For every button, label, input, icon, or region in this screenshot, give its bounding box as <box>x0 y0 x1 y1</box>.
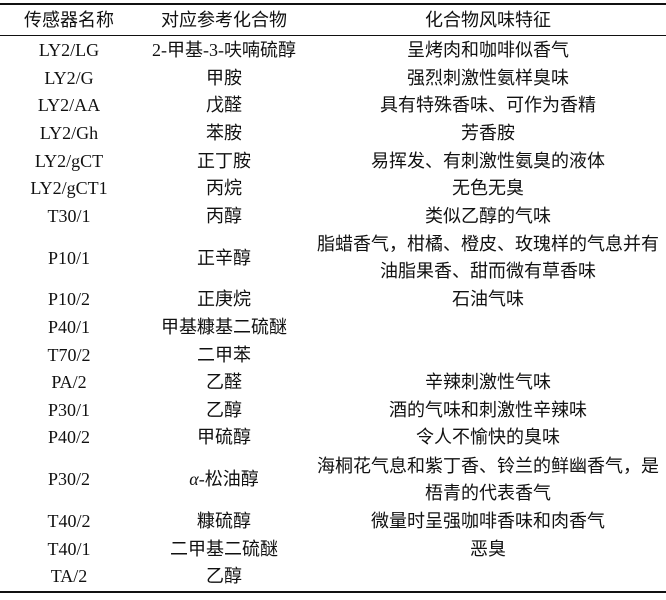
header-flavor-characteristics: 化合物风味特征 <box>425 9 551 30</box>
compound-cell: 丙烷 <box>206 178 242 199</box>
compound-cell: 戊醛 <box>206 95 242 116</box>
flavor-cell: 具有特殊香味、可作为香精 <box>380 95 596 116</box>
sensor-name-cell: T70/2 <box>47 344 91 365</box>
flavor-cell: 脂蜡香气，柑橘、橙皮、玫瑰样的气息并有油脂果香、甜而微有草香味 <box>317 234 659 282</box>
table-row: T40/2 糠硫醇 微量时呈强咖啡香味和肉香气 <box>0 508 666 536</box>
flavor-cell: 类似乙醇的气味 <box>425 205 551 226</box>
flavor-cell: 微量时呈强咖啡香味和肉香气 <box>371 511 605 532</box>
compound-cell: 正丁胺 <box>197 150 251 171</box>
sensor-name-cell: P10/2 <box>47 289 90 310</box>
table-row: LY2/G 甲胺 强烈刺激性氨样臭味 <box>0 65 666 93</box>
sensor-name-cell: P10/1 <box>47 247 90 268</box>
table-row: LY2/AA 戊醛 具有特殊香味、可作为香精 <box>0 92 666 120</box>
sensor-name-cell: T40/2 <box>47 511 91 532</box>
table-row: P10/1 正辛醇 脂蜡香气，柑橘、橙皮、玫瑰样的气息并有油脂果香、甜而微有草香味 <box>0 230 666 286</box>
table-row: LY2/LG 2-甲基-3-呋喃硫醇 呈烤肉和咖啡似香气 <box>0 36 666 65</box>
flavor-cell: 辛辣刺激性气味 <box>425 372 551 393</box>
compound-cell: 二甲苯 <box>197 344 251 365</box>
sensor-name-cell: PA/2 <box>51 372 87 393</box>
compound-cell: 甲胺 <box>206 67 242 88</box>
flavor-cell: 无色无臭 <box>452 178 524 199</box>
flavor-cell: 芳香胺 <box>461 123 515 144</box>
sensor-name-cell: LY2/LG <box>38 40 100 61</box>
table-row: P30/1 乙醇 酒的气味和刺激性辛辣味 <box>0 397 666 425</box>
table-row: LY2/Gh 苯胺 芳香胺 <box>0 120 666 148</box>
compound-cell: α-松油醇 <box>138 452 310 508</box>
sensor-name-cell: P40/1 <box>47 317 90 338</box>
table-row: TA/2 乙醇 <box>0 563 666 592</box>
table-row: P40/2 甲硫醇 令人不愉快的臭味 <box>0 424 666 452</box>
flavor-cell: 酒的气味和刺激性辛辣味 <box>389 399 587 420</box>
compound-cell: 正庚烷 <box>197 289 251 310</box>
flavor-cell <box>310 314 666 342</box>
sensor-name-cell: P30/2 <box>47 469 90 490</box>
sensor-name-cell: T30/1 <box>47 205 91 226</box>
sensor-name-cell: P30/1 <box>47 399 90 420</box>
sensor-name-cell: LY2/G <box>44 67 94 88</box>
flavor-cell: 强烈刺激性氨样臭味 <box>407 67 569 88</box>
flavor-cell: 恶臭 <box>470 538 506 559</box>
compound-cell: 二甲基二硫醚 <box>170 538 278 559</box>
header-reference-compound: 对应参考化合物 <box>161 9 287 30</box>
compound-cell: 丙醇 <box>206 205 242 226</box>
compound-cell: 甲硫醇 <box>197 427 251 448</box>
compound-cell: 糠硫醇 <box>197 511 251 532</box>
compound-cell: 甲基糠基二硫醚 <box>161 317 287 338</box>
table-row: P10/2 正庚烷 石油气味 <box>0 286 666 314</box>
table-row: P30/2 α-松油醇 海桐花气息和紫丁香、铃兰的鲜幽香气，是梧青的代表香气 <box>0 452 666 508</box>
flavor-cell <box>310 341 666 369</box>
compound-cell: 乙醛 <box>206 372 242 393</box>
header-sensor-name: 传感器名称 <box>24 9 114 30</box>
compound-cell: 乙醇 <box>206 566 242 587</box>
compound-cell: 乙醇 <box>206 399 242 420</box>
sensor-name-cell: T40/1 <box>47 538 91 559</box>
header-row: 传感器名称 对应参考化合物 化合物风味特征 <box>0 4 666 36</box>
compound-cell: 2-甲基-3-呋喃硫醇 <box>152 40 296 61</box>
compound-prefix: α <box>189 469 199 490</box>
table-row: T30/1 丙醇 类似乙醇的气味 <box>0 203 666 231</box>
table-row: LY2/gCT1 丙烷 无色无臭 <box>0 175 666 203</box>
sensor-name-cell: LY2/AA <box>37 95 101 116</box>
flavor-cell: 易挥发、有刺激性氨臭的液体 <box>371 150 605 171</box>
flavor-cell: 石油气味 <box>452 289 524 310</box>
sensor-name-cell: LY2/gCT1 <box>30 178 108 199</box>
table-row: P40/1 甲基糠基二硫醚 <box>0 314 666 342</box>
flavor-cell: 海桐花气息和紫丁香、铃兰的鲜幽香气，是梧青的代表香气 <box>317 455 659 503</box>
sensor-compound-table: 传感器名称 对应参考化合物 化合物风味特征 LY2/LG 2-甲基-3-呋喃硫醇 呈… <box>0 3 666 593</box>
sensor-name-cell: P40/2 <box>47 427 90 448</box>
table-row: T70/2 二甲苯 <box>0 341 666 369</box>
compound-cell: 苯胺 <box>206 123 242 144</box>
compound-name: -松油醇 <box>198 469 259 490</box>
compound-cell: 正辛醇 <box>197 247 251 268</box>
flavor-cell: 令人不愉快的臭味 <box>416 427 560 448</box>
table-row: T40/1 二甲基二硫醚 恶臭 <box>0 535 666 563</box>
table-row: LY2/gCT 正丁胺 易挥发、有刺激性氨臭的液体 <box>0 147 666 175</box>
flavor-cell: 呈烤肉和咖啡似香气 <box>407 40 569 61</box>
sensor-name-cell: LY2/Gh <box>39 123 99 144</box>
sensor-name-cell: TA/2 <box>50 566 88 587</box>
sensor-name-cell: LY2/gCT <box>34 150 104 171</box>
flavor-cell <box>310 563 666 592</box>
table-row: PA/2 乙醛 辛辣刺激性气味 <box>0 369 666 397</box>
